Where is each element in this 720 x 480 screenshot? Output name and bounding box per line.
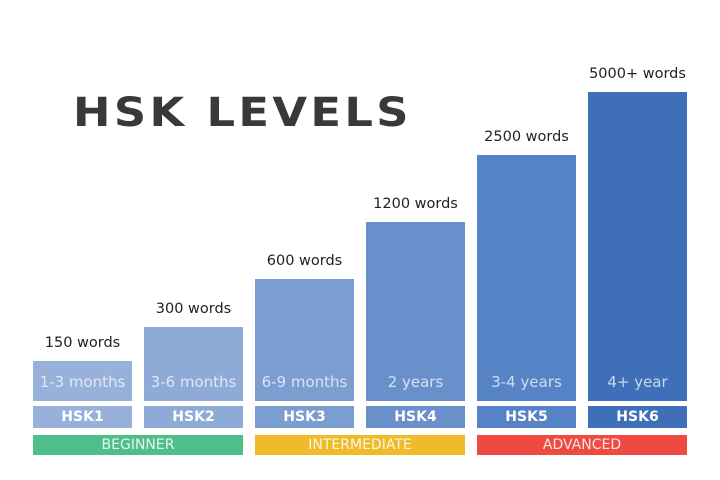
duration-label: 2 years	[387, 373, 444, 391]
group-beginner: BEGINNER	[33, 435, 243, 455]
bar-hsk6: 4+ year	[588, 92, 687, 401]
group-intermediate: INTERMEDIATE	[255, 435, 465, 455]
bar-hsk5: 3-4 years	[477, 155, 576, 401]
level-label: HSK6	[588, 406, 687, 428]
word-count-label: 150 words	[44, 335, 121, 351]
word-count-label: 1200 words	[373, 196, 458, 212]
word-count-label: 5000+ words	[589, 66, 686, 82]
duration-label: 4+ year	[607, 373, 668, 391]
duration-label: 3-6 months	[150, 373, 237, 391]
level-label: HSK5	[477, 406, 576, 428]
level-label: HSK2	[144, 406, 243, 428]
duration-label: 1-3 months	[39, 373, 126, 391]
group-advanced: ADVANCED	[477, 435, 687, 455]
chart-title: HSK LEVELS	[73, 90, 412, 136]
word-count-label: 600 words	[266, 253, 343, 269]
bar-hsk4: 2 years	[366, 222, 465, 401]
word-count-label: 300 words	[155, 301, 232, 317]
bar-hsk1: 1-3 months	[33, 361, 132, 401]
level-label: HSK4	[366, 406, 465, 428]
level-label: HSK3	[255, 406, 354, 428]
bar-hsk3: 6-9 months	[255, 279, 354, 401]
duration-label: 6-9 months	[261, 373, 348, 391]
bar-hsk2: 3-6 months	[144, 327, 243, 401]
level-label: HSK1	[33, 406, 132, 428]
word-count-label: 2500 words	[484, 129, 569, 145]
duration-label: 3-4 years	[491, 373, 562, 391]
